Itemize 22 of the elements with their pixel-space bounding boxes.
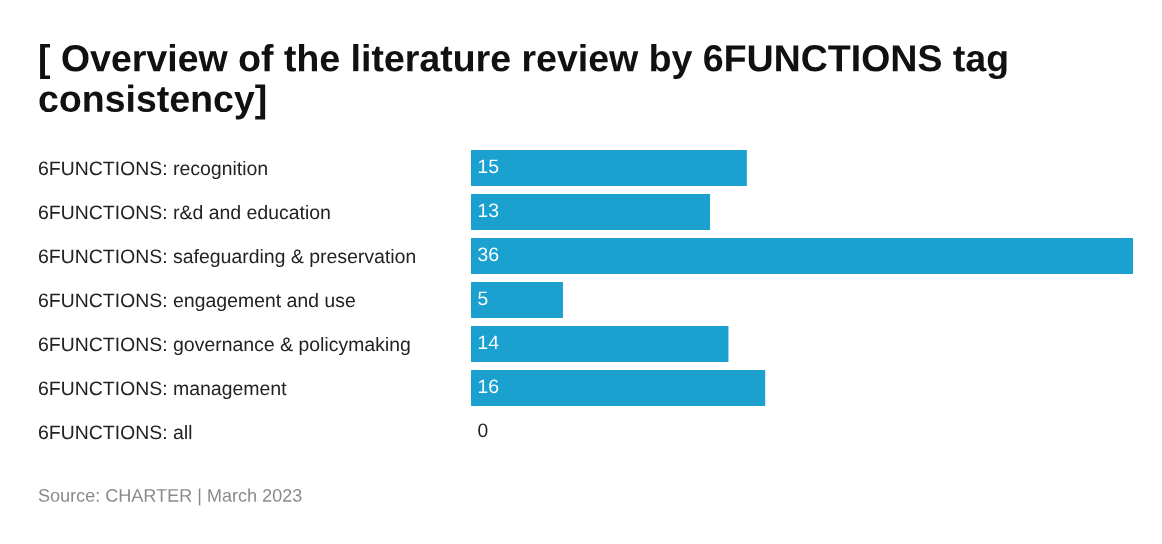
source-note: Source: CHARTER | March 2023	[38, 488, 302, 506]
y-tick-label: 6FUNCTIONS: safeguarding & preservation	[38, 248, 415, 268]
y-tick-label: 6FUNCTIONS: recognition	[38, 160, 267, 180]
data-label: 36	[478, 247, 499, 262]
data-label: 0	[478, 423, 488, 438]
y-tick-label: 6FUNCTIONS: all	[38, 424, 192, 440]
bar	[471, 325, 729, 363]
y-tick-label: 6FUNCTIONS: engagement and use	[38, 292, 355, 312]
bar	[471, 369, 766, 407]
bar	[471, 237, 1133, 275]
chart-title: [ Overview of the literature review by 6FUNCTIONS tag consistency]	[39, 44, 1007, 120]
data-label: 14	[478, 335, 499, 350]
y-tick-label: 6FUNCTIONS: management	[38, 381, 287, 400]
bar	[471, 193, 711, 231]
bar	[471, 281, 563, 319]
data-label: 13	[478, 203, 499, 218]
y-tick-label: 6FUNCTIONS: governance & policymaking	[38, 336, 410, 356]
data-label: 5	[478, 291, 488, 306]
bar	[471, 149, 747, 187]
data-label: 16	[478, 379, 499, 394]
data-label: 15	[478, 159, 499, 174]
y-tick-label: 6FUNCTIONS: r&d and education	[38, 204, 330, 220]
